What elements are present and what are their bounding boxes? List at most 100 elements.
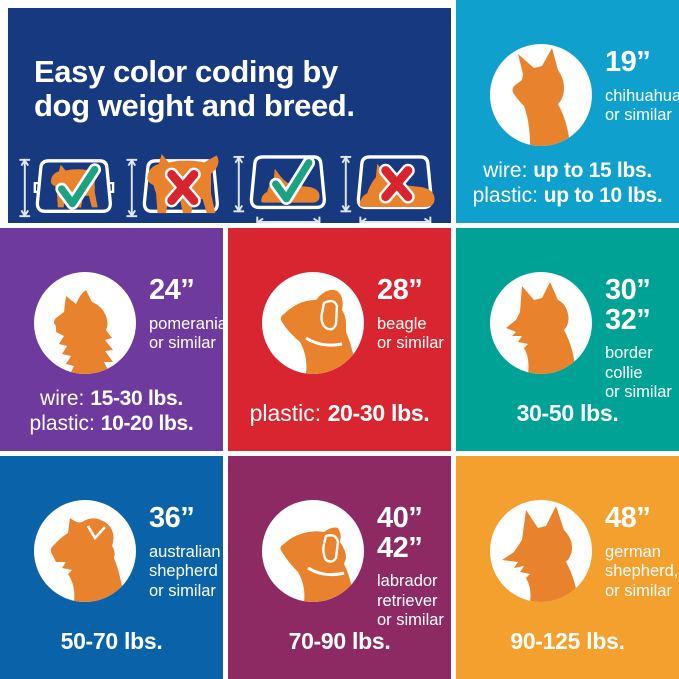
- x-icon: [378, 163, 415, 204]
- weight-range: 70-90 lbs.: [228, 627, 451, 655]
- panel-chihuahua: 19” chihuahua or similar wire: up to 15 l…: [456, 0, 679, 223]
- breed-name: beagle or similar: [377, 314, 444, 353]
- dog-circle: [490, 500, 592, 602]
- panel-beagle: 28” beagle or similar plastic: 20-30 lbs.: [228, 228, 451, 451]
- panel-australian-shepherd: 36” australian shepherd or similar 50-70…: [0, 456, 223, 679]
- breed-name: german shepherd, or similar: [605, 542, 679, 600]
- legend-lying-dog-fits: [232, 144, 334, 223]
- dog-row: 48” german shepherd, or similar: [490, 500, 678, 602]
- crate-meta: 24” pomeranian or similar: [149, 272, 223, 354]
- weight-line: wire: up to 15 lbs.: [456, 158, 679, 184]
- german-shepherd-icon: [502, 506, 578, 602]
- dog-row: 24” pomeranian or similar: [34, 272, 223, 374]
- weight-line: 50-70 lbs.: [0, 627, 223, 655]
- lying-dog-too-long-icon: [340, 154, 435, 223]
- weight-line: 30-50 lbs.: [456, 399, 679, 427]
- crate-height-arrow: [126, 158, 138, 218]
- weight-value: 20-30 lbs.: [327, 399, 430, 426]
- dog-row: 30” 32” border collie or similar: [490, 272, 672, 403]
- dog-circle: [262, 272, 364, 374]
- crate-width-arrow: [359, 216, 432, 223]
- beagle-ear-outline: [320, 299, 339, 331]
- check-icon: [269, 156, 316, 205]
- labrador-retriever-icon: [280, 527, 354, 602]
- pomeranian-icon: [54, 290, 113, 374]
- panel-pomeranian: 24” pomeranian or similar wire:15-30 lbs…: [0, 228, 223, 451]
- weight-line: plastic: 20-30 lbs.: [228, 399, 451, 427]
- crate-meta: 36” australian shepherd or similar: [149, 500, 221, 601]
- weight-range: wire: up to 15 lbs. plastic: up to 10 lbs.: [456, 158, 679, 209]
- weight-value: 50-70 lbs.: [60, 627, 163, 654]
- lying-dog-fits-icon: [233, 154, 326, 223]
- weight-label: wire:: [40, 386, 85, 410]
- weight-value: 15-30 lbs.: [90, 386, 183, 410]
- panel-german-shepherd: 48” german shepherd, or similar 90-125 l…: [456, 456, 679, 679]
- beagle-icon: [280, 289, 356, 374]
- page-title: Easy color coding by dog weight and bree…: [34, 53, 355, 123]
- dog-row: 40” 42” labrador retriever or similar: [262, 500, 444, 631]
- aussie-ear-line: [86, 525, 106, 541]
- weight-range: 50-70 lbs.: [0, 627, 223, 655]
- dog-row: 19” chihuahua or similar: [490, 44, 679, 146]
- crate-height-arrow: [233, 155, 245, 213]
- check-icon: [55, 162, 102, 210]
- crate-side-tab-left: [33, 181, 40, 193]
- dog-row: 36” australian shepherd or similar: [34, 500, 221, 602]
- weight-line: plastic: up to 10 lbs.: [456, 183, 679, 209]
- crate-meta: 40” 42” labrador retriever or similar: [377, 500, 444, 631]
- panel-border-collie: 30” 32” border collie or similar 30-50 l…: [456, 228, 679, 451]
- weight-range: 30-50 lbs.: [456, 399, 679, 427]
- crate-side-tab-right: [108, 181, 115, 193]
- dog-circle: [490, 272, 592, 374]
- weight-line: 90-125 lbs.: [456, 627, 679, 655]
- crate-size: 30” 32”: [605, 274, 651, 336]
- weight-label: plastic:: [249, 399, 322, 426]
- crate-size: 48”: [605, 502, 651, 534]
- weight-value: 90-125 lbs.: [510, 627, 625, 654]
- lab-ear-outline: [322, 534, 340, 563]
- crate-size: 40” 42”: [377, 502, 423, 564]
- australian-shepherd-icon: [50, 518, 124, 602]
- crate-meta: 30” 32” border collie or similar: [605, 272, 672, 403]
- weight-range: 90-125 lbs.: [456, 627, 679, 655]
- info-panel: Easy color coding by dog weight and bree…: [8, 8, 451, 223]
- crate-size: 36”: [149, 502, 195, 534]
- standing-dog-fits-icon: [19, 158, 115, 218]
- breed-name: labrador retriever or similar: [377, 572, 444, 630]
- weight-label: wire:: [483, 158, 528, 182]
- crate-height-arrow: [19, 158, 31, 218]
- crate-outline: [356, 154, 433, 209]
- breed-name: border collie or similar: [605, 344, 672, 402]
- weight-value: 30-50 lbs.: [516, 399, 619, 426]
- crate-size: 28”: [377, 274, 423, 306]
- standing-dog-too-big-icon: [126, 153, 219, 218]
- panel-labrador-retriever: 40” 42” labrador retriever or similar 70…: [228, 456, 451, 679]
- breed-name: chihuahua or similar: [605, 86, 679, 125]
- legend-lying-dog-too-long: [339, 144, 441, 223]
- dog-circle: [490, 44, 592, 146]
- crate-meta: 19” chihuahua or similar: [605, 44, 679, 126]
- chihuahua-icon: [512, 48, 570, 146]
- crate-fit-legend: [8, 144, 451, 223]
- weight-value: 70-90 lbs.: [288, 627, 391, 654]
- weight-label: plastic:: [29, 412, 95, 436]
- weight-value: up to 10 lbs.: [543, 184, 663, 208]
- weight-line: wire: 15-30 lbs.: [0, 386, 223, 412]
- breed-name: pomeranian or similar: [149, 314, 223, 353]
- crate-width-arrow: [255, 216, 321, 223]
- crate-meta: 48” german shepherd, or similar: [605, 500, 678, 601]
- weight-value: 10-20 lbs.: [100, 412, 194, 436]
- crate-outline: [35, 158, 112, 213]
- dog-circle: [34, 272, 136, 374]
- legend-standing-dog-too-big: [125, 144, 227, 223]
- crate-outline: [249, 154, 326, 209]
- border-collie-icon: [506, 282, 576, 374]
- crate-meta: 28” beagle or similar: [377, 272, 444, 354]
- weight-label: plastic:: [472, 184, 538, 208]
- weight-range: plastic: 20-30 lbs.: [228, 399, 451, 427]
- crate-height-arrow: [340, 155, 352, 213]
- dog-row: 28” beagle or similar: [262, 272, 444, 374]
- weight-range: wire: 15-30 lbs. plastic: 10-20 lbs.: [0, 386, 223, 437]
- dog-circle: [34, 500, 136, 602]
